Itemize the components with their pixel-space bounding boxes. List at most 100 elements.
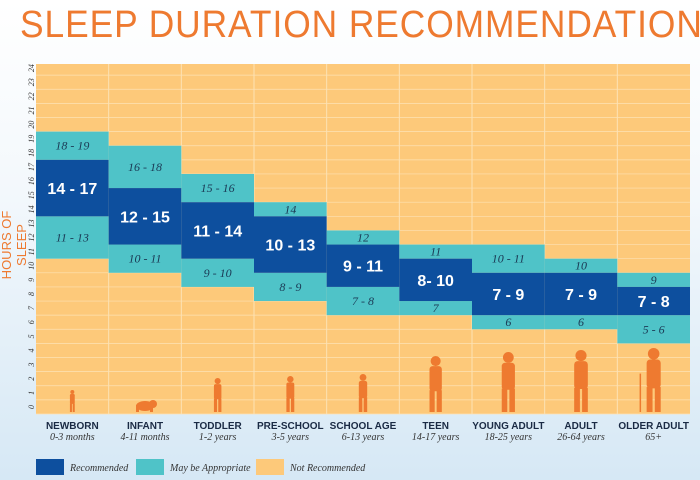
legend-swatch <box>36 459 64 475</box>
may-be-appropriate-upper-band-label: 11 <box>430 245 441 259</box>
y-tick-label: 19 <box>27 135 36 143</box>
recommended-band-label: 14 - 17 <box>47 181 97 198</box>
recommended-band <box>544 272 618 316</box>
age-range-label: 3-5 years <box>271 432 310 443</box>
y-tick-label: 12 <box>27 234 36 242</box>
y-tick-label: 13 <box>27 219 36 227</box>
may-be-appropriate-upper-band <box>181 173 254 203</box>
y-tick-label: 9 <box>27 278 36 282</box>
chart-title: SLEEP DURATION RECOMMENDATIONS <box>20 4 700 46</box>
age-range-label: 65+ <box>645 432 662 443</box>
adult-silhouette <box>501 352 515 412</box>
may-be-appropriate-upper-band-label: 10 <box>575 259 587 273</box>
recommended-band <box>254 216 327 273</box>
y-tick-label: 24 <box>27 64 36 72</box>
y-tick-label: 23 <box>27 78 36 86</box>
may-be-appropriate-upper-band-label: 12 <box>357 231 369 245</box>
may-be-appropriate-upper-band <box>108 145 182 189</box>
may-be-appropriate-lower-band-label: 10 - 11 <box>128 252 161 266</box>
recommended-band-label: 8- 10 <box>417 273 454 290</box>
may-be-appropriate-upper-band <box>36 131 109 160</box>
recommended-band <box>617 286 690 316</box>
may-be-appropriate-lower-band <box>617 315 690 344</box>
recommended-band-label: 11 - 14 <box>193 223 242 240</box>
may-be-appropriate-lower-band <box>399 301 472 316</box>
y-tick-label: 16 <box>27 177 36 185</box>
age-range-label: 1-2 years <box>199 432 237 443</box>
may-be-appropriate-lower-band-label: 11 - 13 <box>56 231 89 245</box>
legend-label: Not Recommended <box>289 463 366 474</box>
category-label: ADULT <box>564 421 597 432</box>
age-range-label: 0-3 months <box>50 432 95 443</box>
category-label: OLDER ADULT <box>618 421 689 432</box>
newborn-silhouette <box>69 390 75 412</box>
category-label: TODDLER <box>194 421 243 432</box>
may-be-appropriate-lower-band <box>254 272 327 302</box>
y-tick-label: 6 <box>27 320 36 324</box>
y-tick-label: 22 <box>27 92 36 100</box>
may-be-appropriate-lower-band-label: 6 <box>505 315 511 329</box>
y-tick-label: 11 <box>27 248 36 255</box>
y-tick-label: 4 <box>27 349 36 353</box>
y-tick-label: 15 <box>27 191 36 199</box>
may-be-appropriate-lower-band-label: 9 - 10 <box>204 266 232 280</box>
recommended-band <box>399 258 472 302</box>
category-label: INFANT <box>127 421 163 432</box>
may-be-appropriate-upper-band-label: 10 - 11 <box>492 252 525 266</box>
recommended-band <box>326 244 400 287</box>
may-be-appropriate-lower-band <box>36 216 109 259</box>
may-be-appropriate-upper-band-label: 9 <box>651 273 657 287</box>
legend-swatch <box>256 459 284 475</box>
teen-silhouette <box>429 356 442 412</box>
recommended-band-label: 7 - 8 <box>638 294 670 311</box>
recommended-band <box>108 188 182 245</box>
y-tick-label: 2 <box>27 377 36 381</box>
y-tick-label: 17 <box>27 162 36 171</box>
elderly-with-cane-silhouette <box>639 348 661 412</box>
may-be-appropriate-lower-band <box>472 315 545 330</box>
may-be-appropriate-lower-band-label: 6 <box>578 315 584 329</box>
age-range-label: 6-13 years <box>342 432 385 443</box>
recommended-band-label: 7 - 9 <box>492 287 524 304</box>
age-range-label: 26-64 years <box>557 432 605 443</box>
may-be-appropriate-upper-band-label: 18 - 19 <box>55 139 89 153</box>
age-range-label: 18-25 years <box>485 432 533 443</box>
y-tick-label: 14 <box>27 205 36 213</box>
recommended-band-label: 7 - 9 <box>565 287 597 304</box>
y-tick-label: 10 <box>27 262 36 270</box>
legend-label: May be Appropriate <box>169 463 251 474</box>
may-be-appropriate-upper-band <box>254 202 327 217</box>
category-label: NEWBORN <box>46 421 99 432</box>
child-silhouette <box>286 376 295 412</box>
legend-label: Recommended <box>69 463 129 474</box>
age-range-label: 4-11 months <box>121 432 170 443</box>
recommended-band <box>36 159 109 217</box>
toddler-silhouette <box>213 378 222 412</box>
may-be-appropriate-upper-band-label: 14 <box>284 202 296 216</box>
may-be-appropriate-lower-band-label: 5 - 6 <box>643 322 665 336</box>
recommended-band-label: 9 - 11 <box>343 259 383 276</box>
may-be-appropriate-upper-band <box>472 244 545 273</box>
may-be-appropriate-lower-band-label: 7 <box>433 301 440 315</box>
adult-silhouette <box>574 350 588 412</box>
legend-swatch <box>136 459 164 475</box>
y-tick-label: 5 <box>27 334 36 338</box>
may-be-appropriate-lower-band <box>326 286 400 316</box>
category-label: PRE-SCHOOL <box>257 421 324 432</box>
may-be-appropriate-lower-band-label: 7 - 8 <box>352 294 374 308</box>
crawling-infant-silhouette <box>136 400 157 412</box>
may-be-appropriate-lower-band <box>108 244 182 273</box>
y-tick-label: 21 <box>27 106 36 114</box>
y-tick-label: 3 <box>27 363 36 368</box>
may-be-appropriate-upper-band <box>326 230 400 245</box>
may-be-appropriate-upper-band <box>399 244 472 259</box>
category-label: TEEN <box>422 421 449 432</box>
age-range-label: 14-17 years <box>412 432 460 443</box>
y-tick-label: 0 <box>27 405 36 409</box>
recommended-band <box>181 202 254 259</box>
y-tick-label: 1 <box>27 391 36 395</box>
y-tick-label: 20 <box>27 121 36 129</box>
may-be-appropriate-lower-band-label: 8 - 9 <box>279 280 301 294</box>
may-be-appropriate-upper-band <box>617 272 690 287</box>
